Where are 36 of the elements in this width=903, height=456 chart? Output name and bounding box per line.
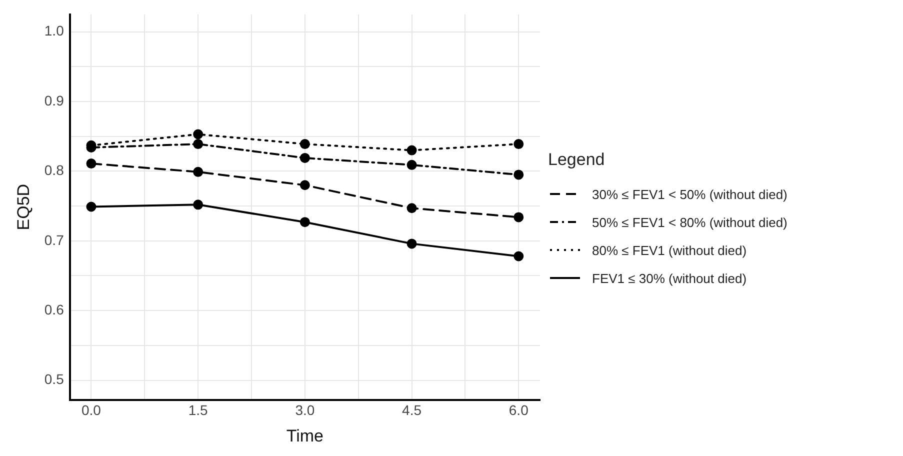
point	[193, 200, 204, 210]
y-tick-label: 0.7	[44, 232, 64, 248]
legend-label: FEV1 ≤ 30% (without died)	[592, 270, 747, 286]
point	[86, 202, 96, 212]
point	[300, 139, 310, 150]
point	[193, 129, 204, 140]
legend-title: Legend	[548, 150, 606, 170]
y-axis-title: EQ5D	[14, 184, 33, 230]
point	[300, 152, 310, 163]
point	[193, 166, 204, 177]
y-tick-label: 0.5	[44, 371, 64, 388]
y-tick-label: 0.9	[44, 92, 64, 108]
point	[300, 180, 310, 190]
y-tick-label: 0.6	[44, 301, 64, 318]
y-tick-label: 1.0	[44, 22, 64, 39]
x-tick-label: 4.5	[402, 402, 422, 418]
y-tick-label: 0.8	[44, 162, 64, 178]
point	[514, 251, 524, 262]
legend-label: 30% ≤ FEV1 < 50% (without died)	[592, 186, 788, 202]
x-axis-title: Time	[286, 426, 324, 446]
point	[406, 238, 417, 249]
point	[86, 158, 96, 169]
point	[406, 203, 417, 214]
point	[514, 139, 524, 150]
x-tick-label: 6.0	[508, 402, 529, 418]
legend-label: 50% ≤ FEV1 < 80% (without died)	[592, 214, 788, 230]
point	[406, 160, 417, 170]
legend-label: 80% ≤ FEV1 (without died)	[592, 242, 747, 258]
point	[193, 139, 204, 150]
x-tick-label: 0.0	[81, 402, 102, 418]
point	[406, 145, 417, 156]
point	[514, 170, 524, 180]
x-tick-label: 3.0	[295, 402, 315, 418]
x-tick-label: 1.5	[188, 402, 208, 418]
point	[514, 212, 524, 222]
point	[300, 217, 310, 228]
